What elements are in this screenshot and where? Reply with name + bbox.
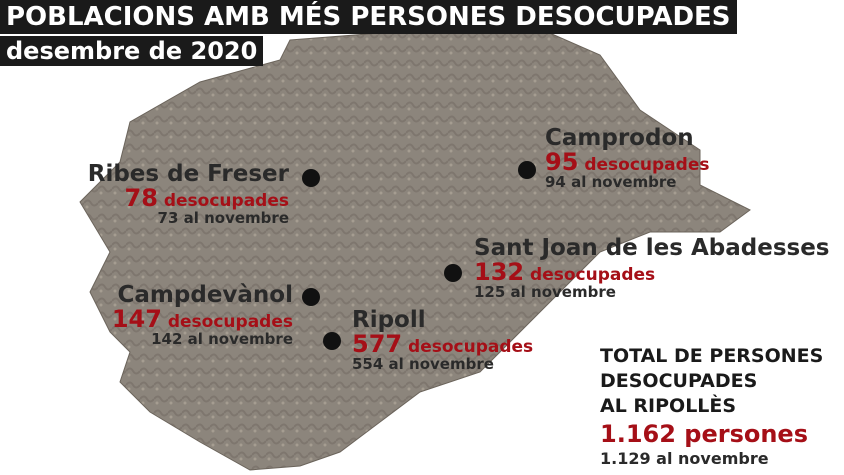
value-unit: desocupades <box>408 337 534 358</box>
town-label: Ribes de Freser 78 desocupades 73 al novem… <box>88 162 289 227</box>
town-previous: 125 al novembre <box>474 283 616 302</box>
town-dot <box>302 169 320 187</box>
town-name: Sant Joan de les Abadesses <box>474 235 830 261</box>
value-unit: desocupades <box>167 312 293 333</box>
town-dot <box>323 332 341 350</box>
value-number: 95 <box>545 148 579 177</box>
town-previous: 94 al novembre <box>545 173 677 192</box>
town-name: Campdevànol <box>117 282 293 308</box>
total-heading: TOTAL DE PERSONES <box>600 345 824 367</box>
town-dot <box>302 288 320 306</box>
town-label: Camprodon 95 desocupades 94 al novembre <box>545 126 709 191</box>
town-name: Ribes de Freser <box>87 161 289 187</box>
title: POBLACIONS AMB MÉS PERSONES DESOCUPADES <box>0 0 737 34</box>
total-previous: 1.129 al novembre <box>600 449 769 468</box>
value-unit: desocupades <box>163 191 289 212</box>
total-block: TOTAL DE PERSONES DESOCUPADES AL RIPOLLÈS 1… <box>600 344 823 468</box>
town-dot <box>518 161 536 179</box>
town-dot <box>444 264 462 282</box>
town-value: 78 desocupades <box>88 186 289 211</box>
town-name: Camprodon <box>545 125 694 151</box>
town-value: 147 desocupades <box>112 307 293 332</box>
town-label: Sant Joan de les Abadesses 132 desocupade… <box>474 236 830 301</box>
region-shape <box>79 19 751 471</box>
total-heading: AL RIPOLLÈS <box>600 395 737 417</box>
town-label: Campdevànol 147 desocupades 142 al novembr… <box>112 283 293 348</box>
town-previous: 73 al novembre <box>157 209 289 228</box>
total-value: 1.162 persones <box>600 420 808 448</box>
town-previous: 554 al novembre <box>352 355 494 374</box>
town-name: Ripoll <box>352 307 426 333</box>
town-value: 95 desocupades <box>545 150 709 175</box>
value-unit: desocupades <box>530 265 656 286</box>
town-label: Ripoll 577 desocupades 554 al novembre <box>352 308 533 373</box>
value-number: 577 <box>352 330 403 359</box>
value-number: 132 <box>474 258 525 287</box>
subtitle: desembre de 2020 <box>0 36 264 66</box>
town-value: 132 desocupades <box>474 260 830 285</box>
value-unit: desocupades <box>584 155 710 176</box>
town-previous: 142 al novembre <box>151 330 293 349</box>
value-number: 78 <box>124 184 158 213</box>
town-value: 577 desocupades <box>352 332 533 357</box>
value-number: 147 <box>111 305 162 334</box>
total-heading: DESOCUPADES <box>600 370 758 392</box>
